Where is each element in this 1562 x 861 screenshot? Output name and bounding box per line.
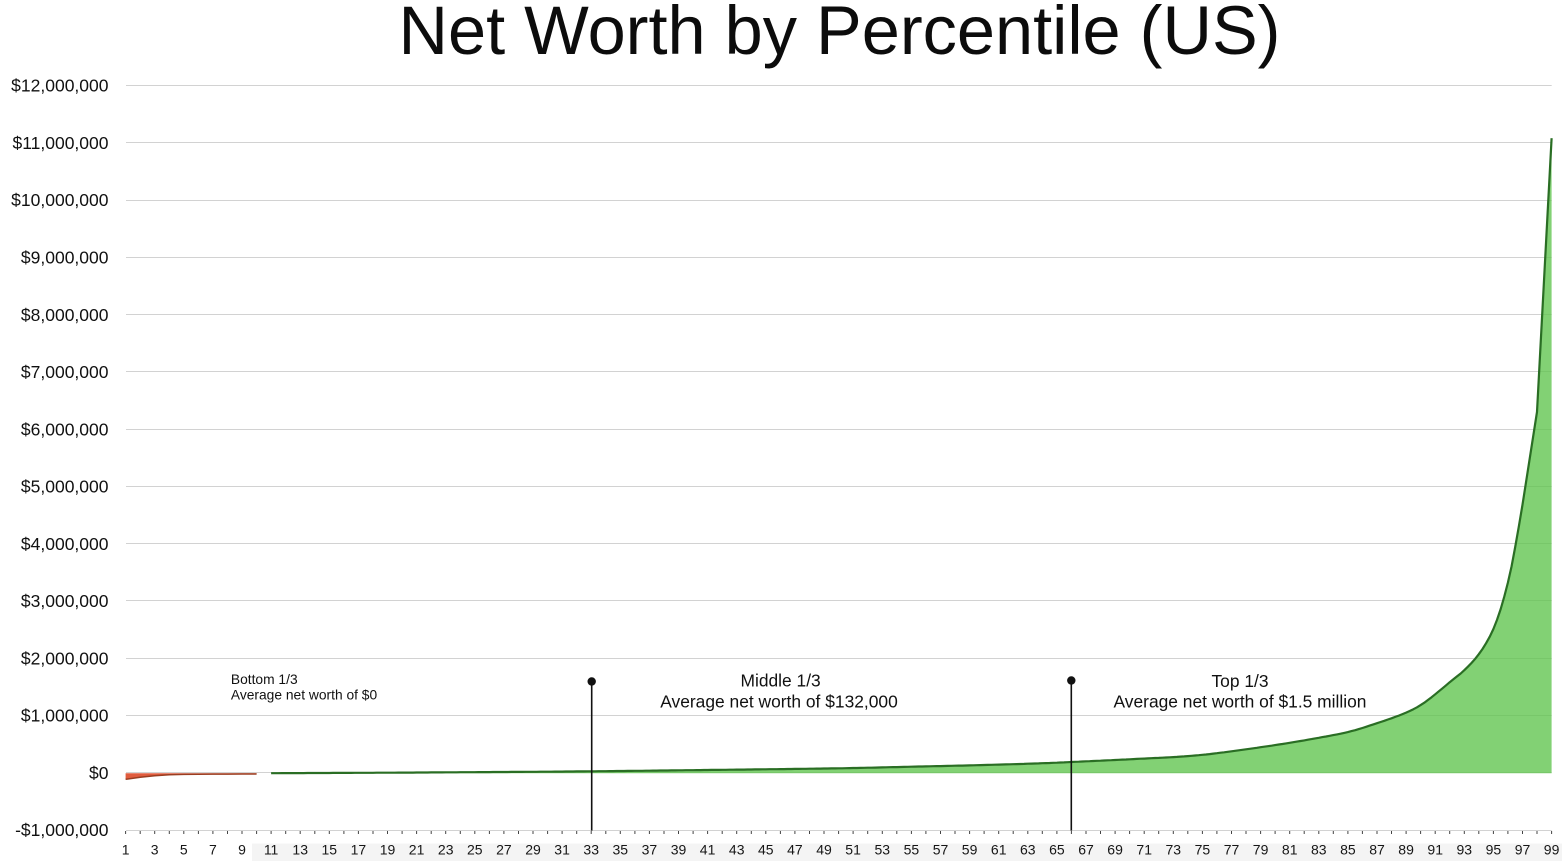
svg-text:57: 57: [933, 842, 949, 858]
svg-text:$12,000,000: $12,000,000: [11, 76, 109, 96]
svg-text:87: 87: [1369, 842, 1385, 858]
svg-text:$9,000,000: $9,000,000: [21, 248, 109, 268]
svg-text:95: 95: [1486, 842, 1502, 858]
svg-text:$3,000,000: $3,000,000: [21, 591, 109, 611]
svg-text:59: 59: [962, 842, 978, 858]
svg-text:$6,000,000: $6,000,000: [21, 419, 109, 439]
svg-text:$11,000,000: $11,000,000: [12, 133, 108, 153]
svg-text:45: 45: [758, 842, 774, 858]
svg-text:69: 69: [1107, 842, 1123, 858]
svg-text:Average net worth of $1.5 mill: Average net worth of $1.5 million: [1114, 692, 1367, 712]
svg-text:55: 55: [904, 842, 920, 858]
svg-text:81: 81: [1282, 842, 1298, 858]
svg-text:31: 31: [554, 842, 570, 858]
svg-text:89: 89: [1398, 842, 1414, 858]
svg-text:99: 99: [1544, 842, 1560, 858]
svg-text:77: 77: [1224, 842, 1240, 858]
svg-text:Average net worth of $0: Average net worth of $0: [231, 687, 378, 702]
svg-text:65: 65: [1049, 842, 1065, 858]
svg-text:71: 71: [1136, 842, 1152, 858]
svg-text:$8,000,000: $8,000,000: [21, 305, 109, 325]
svg-text:1: 1: [122, 842, 130, 858]
svg-text:41: 41: [700, 842, 716, 858]
svg-text:11: 11: [264, 842, 279, 858]
svg-text:97: 97: [1515, 842, 1531, 858]
svg-text:79: 79: [1253, 842, 1269, 858]
svg-text:47: 47: [787, 842, 803, 858]
svg-text:Bottom 1/3: Bottom 1/3: [231, 672, 298, 687]
svg-text:61: 61: [991, 842, 1007, 858]
svg-text:13: 13: [292, 842, 308, 858]
svg-text:9: 9: [238, 842, 246, 858]
svg-text:91: 91: [1427, 842, 1443, 858]
svg-text:23: 23: [438, 842, 454, 858]
svg-text:$1,000,000: $1,000,000: [21, 706, 109, 726]
svg-text:5: 5: [180, 842, 188, 858]
svg-text:37: 37: [642, 842, 658, 858]
svg-text:51: 51: [845, 842, 861, 858]
svg-text:27: 27: [496, 842, 512, 858]
svg-text:Net Worth by Percentile (US): Net Worth by Percentile (US): [399, 0, 1281, 69]
svg-text:93: 93: [1457, 842, 1473, 858]
svg-text:83: 83: [1311, 842, 1327, 858]
svg-text:35: 35: [613, 842, 629, 858]
svg-text:3: 3: [151, 842, 159, 858]
svg-text:Middle 1/3: Middle 1/3: [740, 671, 820, 691]
svg-text:63: 63: [1020, 842, 1036, 858]
svg-text:$7,000,000: $7,000,000: [21, 362, 109, 382]
svg-text:-$1,000,000: -$1,000,000: [15, 820, 109, 840]
svg-text:$0: $0: [89, 763, 109, 783]
svg-text:Top 1/3: Top 1/3: [1211, 671, 1268, 691]
svg-text:39: 39: [671, 842, 687, 858]
svg-text:73: 73: [1166, 842, 1182, 858]
svg-text:7: 7: [209, 842, 217, 858]
svg-text:75: 75: [1195, 842, 1211, 858]
svg-text:67: 67: [1078, 842, 1094, 858]
svg-text:17: 17: [351, 842, 367, 858]
svg-text:49: 49: [816, 842, 832, 858]
svg-text:$5,000,000: $5,000,000: [21, 477, 109, 497]
svg-text:19: 19: [380, 842, 396, 858]
svg-text:$4,000,000: $4,000,000: [21, 534, 109, 554]
svg-text:33: 33: [583, 842, 599, 858]
svg-text:21: 21: [409, 842, 425, 858]
svg-text:53: 53: [875, 842, 891, 858]
svg-text:15: 15: [322, 842, 338, 858]
svg-text:25: 25: [467, 842, 483, 858]
svg-text:$10,000,000: $10,000,000: [11, 190, 109, 210]
svg-text:85: 85: [1340, 842, 1356, 858]
svg-text:Average net worth of $132,000: Average net worth of $132,000: [660, 691, 898, 711]
svg-text:$2,000,000: $2,000,000: [21, 648, 109, 668]
svg-text:29: 29: [525, 842, 541, 858]
svg-text:43: 43: [729, 842, 745, 858]
